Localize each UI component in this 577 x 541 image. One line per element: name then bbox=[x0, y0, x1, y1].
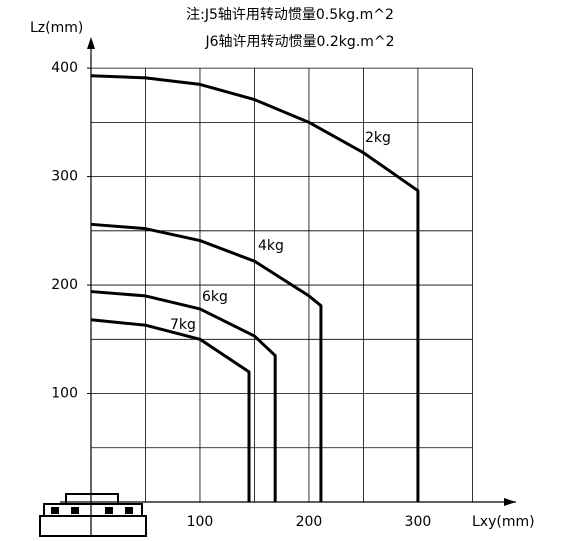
x-tick-label: 300 bbox=[405, 514, 432, 530]
chart-title: 注:J5轴许用转动惯量0.5kg.m^2 bbox=[186, 6, 394, 23]
y-tick-label: 400 bbox=[51, 60, 78, 76]
curve-label: 4kg bbox=[258, 238, 284, 254]
x-tick-label: 100 bbox=[187, 514, 214, 530]
chart-subtitle: J6轴许用转动惯量0.2kg.m^2 bbox=[204, 33, 394, 50]
robot-base bbox=[39, 493, 147, 537]
x-axis-label: Lxy(mm) bbox=[472, 514, 535, 530]
y-tick-label: 200 bbox=[51, 277, 78, 293]
x-arrow bbox=[504, 498, 516, 506]
load-curve bbox=[90, 222, 323, 502]
x-tick-label: 200 bbox=[296, 514, 323, 530]
y-axis-label: Lz(mm) bbox=[30, 20, 83, 36]
y-arrow bbox=[87, 37, 95, 49]
y-tick-label: 100 bbox=[51, 386, 78, 402]
curve-label: 6kg bbox=[202, 289, 228, 305]
curve-label: 2kg bbox=[365, 130, 391, 146]
curve-label: 7kg bbox=[170, 317, 196, 333]
load-curve bbox=[90, 290, 277, 502]
load-curve bbox=[90, 318, 251, 502]
load-curve bbox=[90, 74, 420, 502]
y-tick-label: 300 bbox=[51, 169, 78, 185]
